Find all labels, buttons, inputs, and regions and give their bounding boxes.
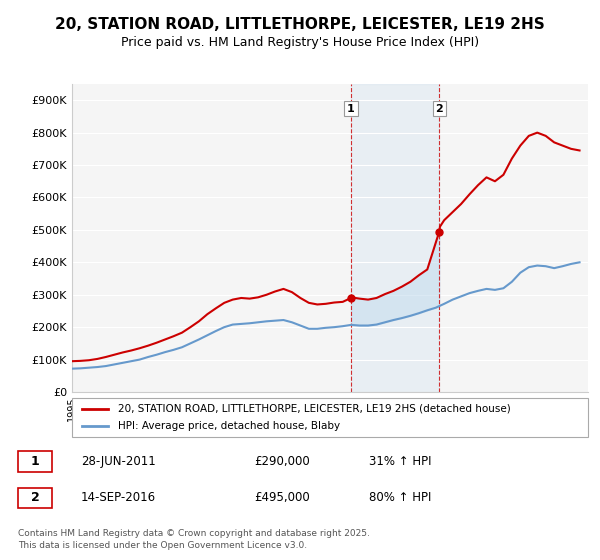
Text: £495,000: £495,000 xyxy=(254,491,310,504)
Text: 20, STATION ROAD, LITTLETHORPE, LEICESTER, LE19 2HS (detached house): 20, STATION ROAD, LITTLETHORPE, LEICESTE… xyxy=(118,404,511,414)
Text: 20, STATION ROAD, LITTLETHORPE, LEICESTER, LE19 2HS: 20, STATION ROAD, LITTLETHORPE, LEICESTE… xyxy=(55,17,545,32)
Text: 80% ↑ HPI: 80% ↑ HPI xyxy=(369,491,431,504)
Bar xyxy=(351,84,439,392)
Text: 1: 1 xyxy=(31,455,40,468)
Text: HPI: Average price, detached house, Blaby: HPI: Average price, detached house, Blab… xyxy=(118,421,341,431)
Text: 2: 2 xyxy=(436,104,443,114)
Text: 1: 1 xyxy=(347,104,355,114)
Text: Contains HM Land Registry data © Crown copyright and database right 2025.
This d: Contains HM Land Registry data © Crown c… xyxy=(18,529,370,550)
Text: 14-SEP-2016: 14-SEP-2016 xyxy=(81,491,156,504)
Text: £290,000: £290,000 xyxy=(254,455,310,468)
Text: 2: 2 xyxy=(31,491,40,504)
Text: 28-JUN-2011: 28-JUN-2011 xyxy=(81,455,156,468)
Text: Price paid vs. HM Land Registry's House Price Index (HPI): Price paid vs. HM Land Registry's House … xyxy=(121,36,479,49)
FancyBboxPatch shape xyxy=(18,451,52,472)
FancyBboxPatch shape xyxy=(18,488,52,508)
FancyBboxPatch shape xyxy=(72,398,588,437)
Text: 31% ↑ HPI: 31% ↑ HPI xyxy=(369,455,431,468)
